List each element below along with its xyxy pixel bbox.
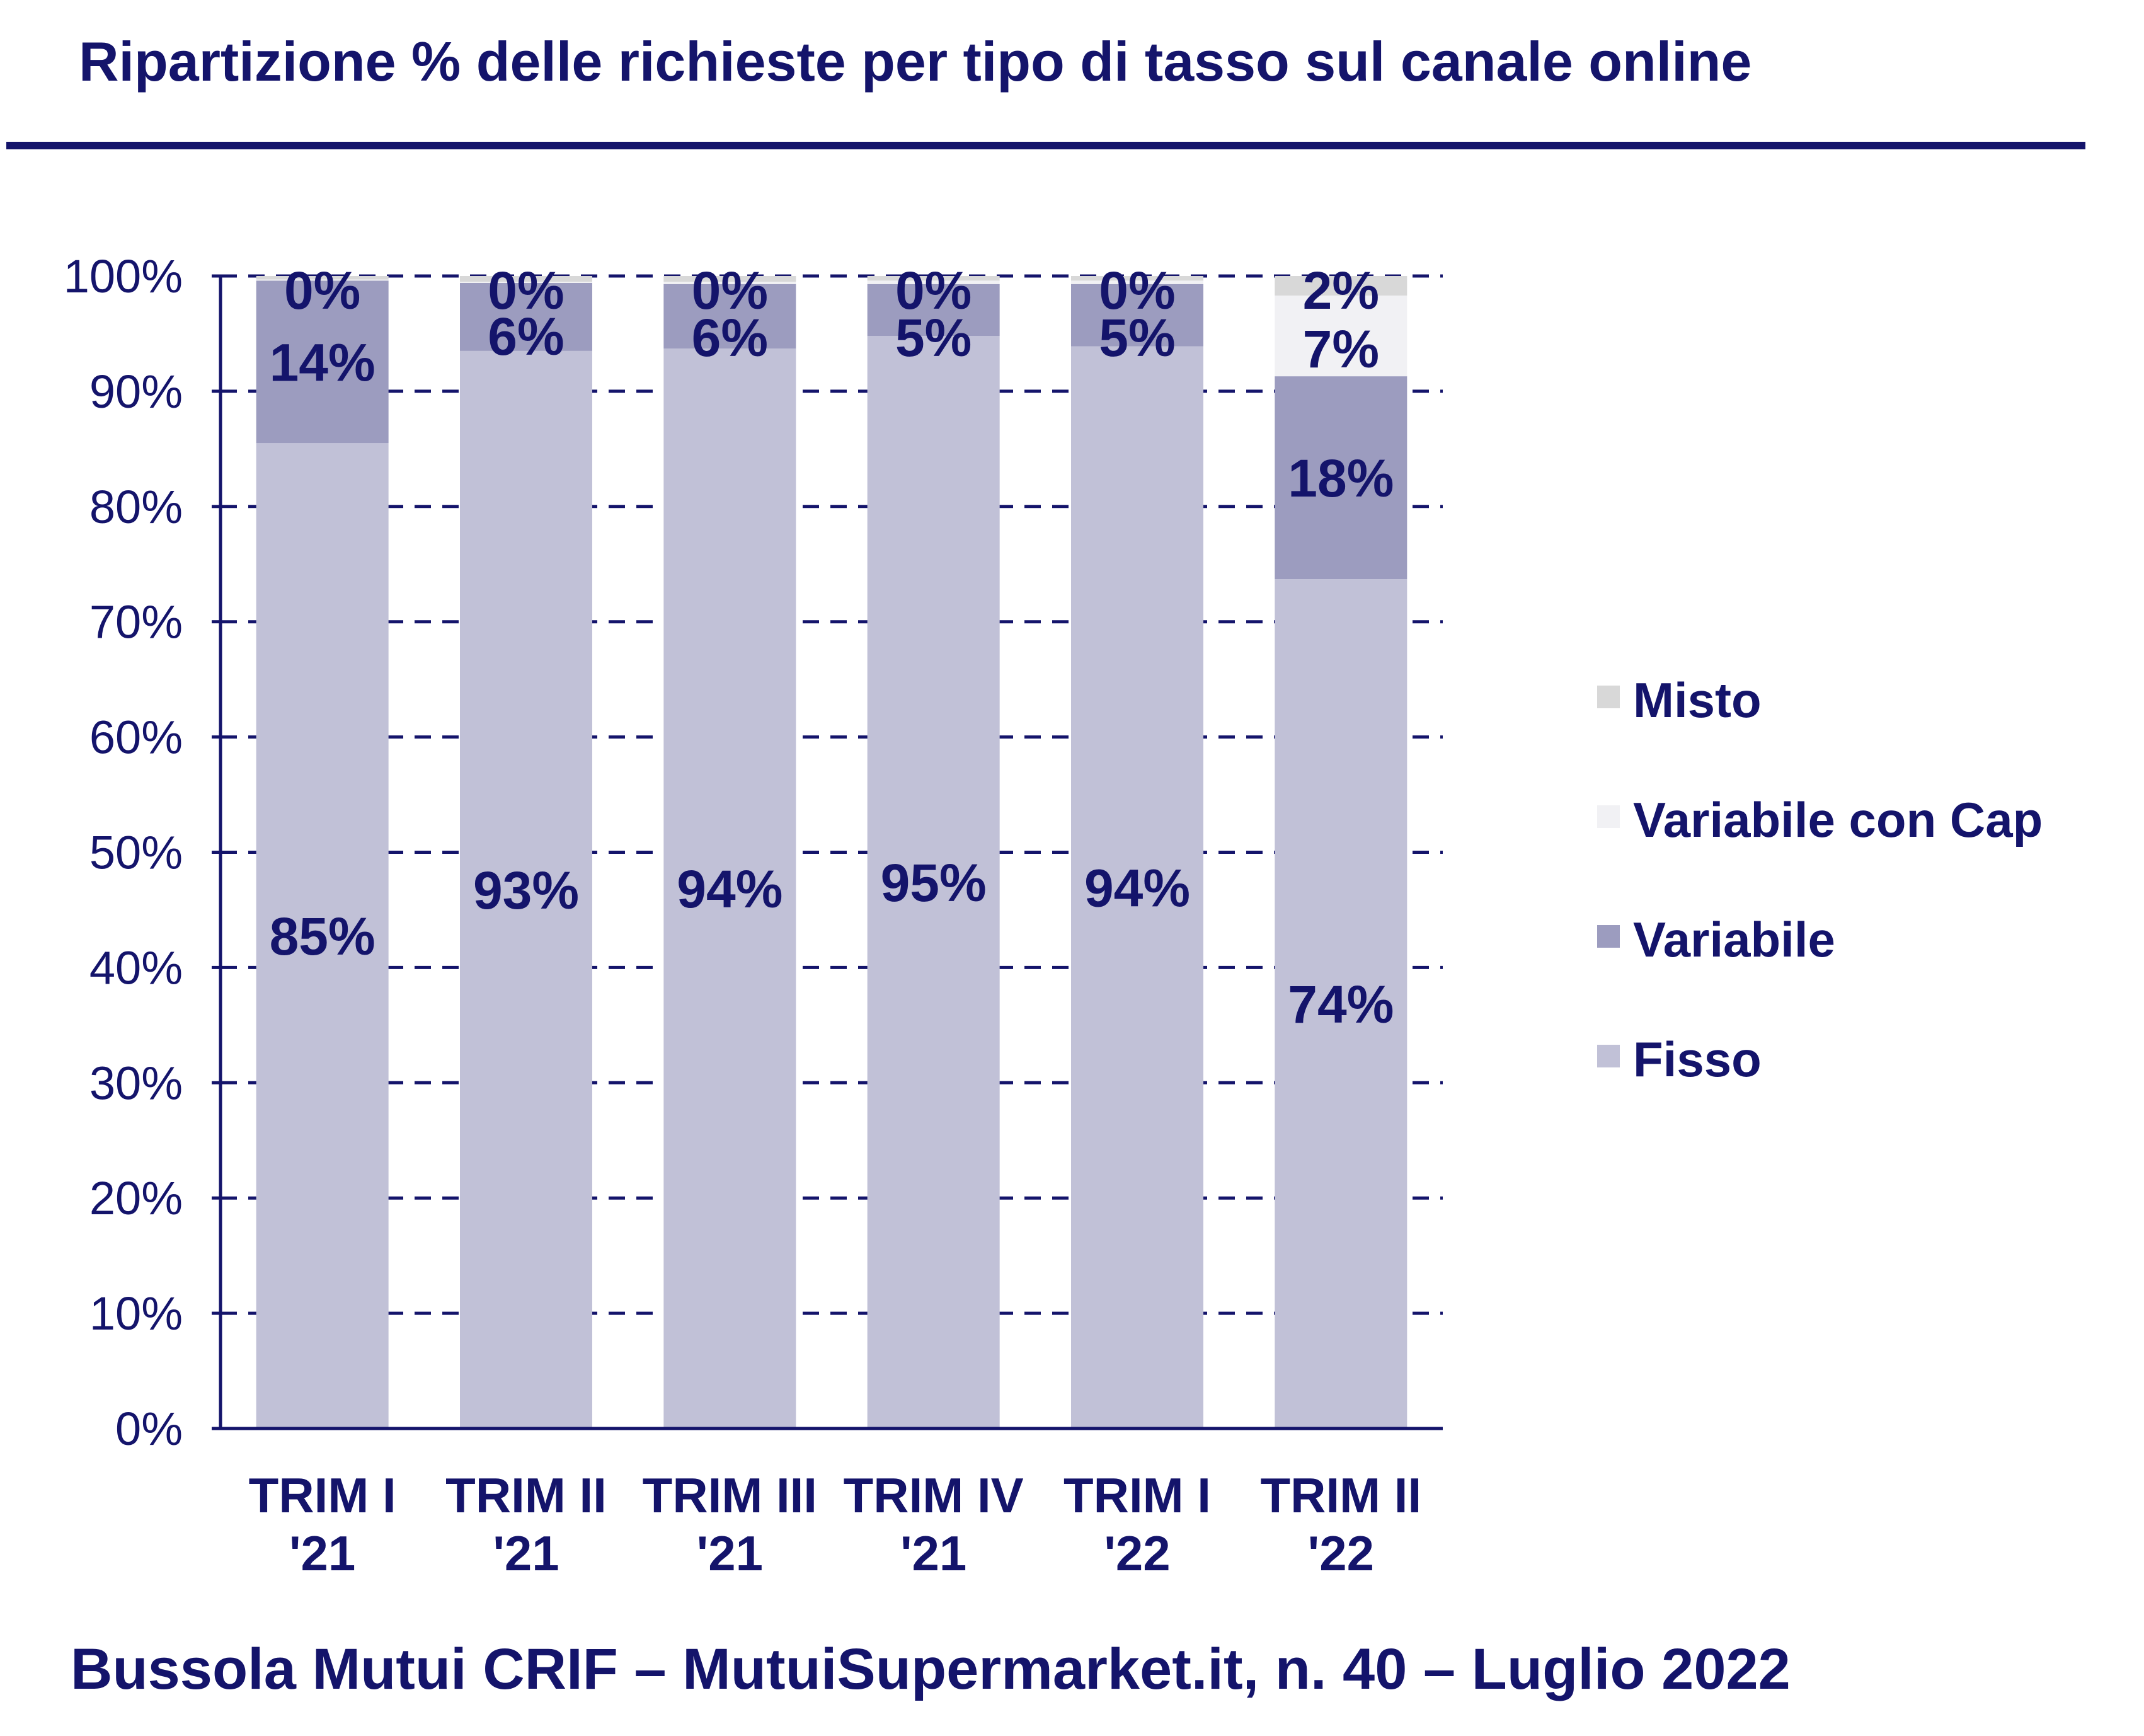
legend-swatch — [1597, 805, 1620, 828]
y-tick-label: 50% — [89, 827, 183, 879]
data-label: 5% — [1099, 308, 1175, 367]
y-tick-label: 10% — [89, 1287, 183, 1340]
bar-segment-misto — [1275, 276, 1407, 296]
x-tick-label: '22 — [1308, 1526, 1374, 1581]
title-rule — [6, 142, 2085, 149]
data-label: 5% — [895, 308, 972, 367]
data-label: 18% — [1288, 449, 1394, 508]
y-tick-label: 100% — [64, 250, 183, 302]
data-label: 93% — [473, 861, 579, 920]
bar-segment-variabile-con-cap — [256, 279, 389, 281]
bar-segment-variabile — [867, 284, 1000, 336]
data-label: 0% — [692, 261, 768, 320]
source-footer: Bussola Mutui CRIF – MutuiSupermarket.it… — [71, 1637, 1791, 1701]
bar-segment-fisso — [867, 336, 1000, 1429]
data-label: 6% — [488, 307, 564, 366]
bar-segment-fisso — [256, 443, 389, 1428]
y-tick-label: 20% — [89, 1172, 183, 1224]
x-tick-label: '21 — [493, 1526, 559, 1581]
bar-segment-variabile-con-cap — [1071, 280, 1203, 284]
y-tick-label: 40% — [89, 941, 183, 994]
y-tick-label: 30% — [89, 1057, 183, 1109]
bar-segment-variabile — [1071, 284, 1203, 347]
y-tick-label: 70% — [89, 596, 183, 648]
bar-segment-fisso — [1275, 579, 1407, 1428]
data-labels: 85%14%0%93%6%0%94%6%0%95%5%0%94%5%0%74%1… — [270, 261, 1394, 1034]
data-label: 14% — [270, 333, 375, 392]
legend-label: Variabile con Cap — [1633, 792, 2043, 848]
data-label: 7% — [1303, 319, 1379, 379]
x-tick-label: TRIM III — [643, 1468, 817, 1523]
x-tick-label: TRIM II — [445, 1468, 607, 1523]
legend-label: Misto — [1633, 672, 1762, 728]
y-axis-ticks: 0% 10% 20% 30% 40% 50% 60% 70% 80% 90% 100% — [64, 250, 183, 1455]
y-tick-label: 80% — [89, 481, 183, 533]
legend-label: Fisso — [1633, 1032, 1762, 1087]
bar-segment-variabile-con-cap — [1275, 296, 1407, 377]
data-label: 0% — [895, 261, 972, 320]
data-label: 85% — [270, 907, 375, 966]
bar-segment-fisso — [663, 348, 796, 1428]
bars — [256, 276, 1407, 1429]
data-label: 0% — [488, 261, 564, 320]
bar-segment-misto — [256, 276, 389, 280]
legend-swatch — [1597, 686, 1620, 708]
x-tick-label: '21 — [289, 1526, 355, 1581]
legend-swatch — [1597, 1045, 1620, 1067]
axes — [212, 274, 1443, 1430]
y-tick-label: 60% — [89, 711, 183, 764]
data-label: 2% — [1303, 261, 1379, 320]
data-label: 0% — [284, 261, 360, 320]
x-tick-label: '22 — [1104, 1526, 1170, 1581]
bar-segment-variabile — [256, 280, 389, 444]
bar-segment-variabile — [663, 284, 796, 349]
x-tick-label: TRIM IV — [844, 1468, 1024, 1523]
bar-segment-misto — [1071, 276, 1203, 281]
gridlines — [221, 274, 1443, 1315]
chart-title: Ripartizione % delle richieste per tipo … — [79, 30, 1751, 93]
data-label: 94% — [1084, 858, 1190, 917]
bar-segment-variabile-con-cap — [663, 282, 796, 284]
legend: Misto Variabile con Cap Variabile Fisso — [1597, 672, 2043, 1087]
bar-segment-variabile — [1275, 376, 1407, 580]
legend-label: Variabile — [1633, 912, 1835, 967]
x-tick-label: TRIM II — [1261, 1468, 1422, 1523]
bar-segment-variabile — [460, 282, 592, 351]
data-label: 74% — [1288, 975, 1394, 1034]
x-tick-label: '21 — [697, 1526, 763, 1581]
data-label: 95% — [881, 853, 987, 912]
bar-segment-misto — [663, 276, 796, 282]
bar-segment-fisso — [460, 350, 592, 1428]
y-tick-label: 90% — [89, 365, 183, 418]
x-tick-label: TRIM I — [1063, 1468, 1211, 1523]
x-tick-label: TRIM I — [249, 1468, 396, 1523]
bar-segment-misto — [867, 276, 1000, 281]
data-label: 6% — [692, 308, 768, 367]
data-label: 0% — [1099, 261, 1175, 320]
x-tick-label: '21 — [900, 1526, 966, 1581]
bar-segment-variabile-con-cap — [460, 282, 592, 283]
y-tick-label: 0% — [115, 1403, 183, 1455]
bar-segment-fisso — [1071, 346, 1203, 1428]
legend-swatch — [1597, 925, 1620, 948]
bar-segment-misto — [460, 276, 592, 282]
bar-segment-variabile-con-cap — [867, 280, 1000, 284]
data-label: 94% — [677, 859, 783, 919]
